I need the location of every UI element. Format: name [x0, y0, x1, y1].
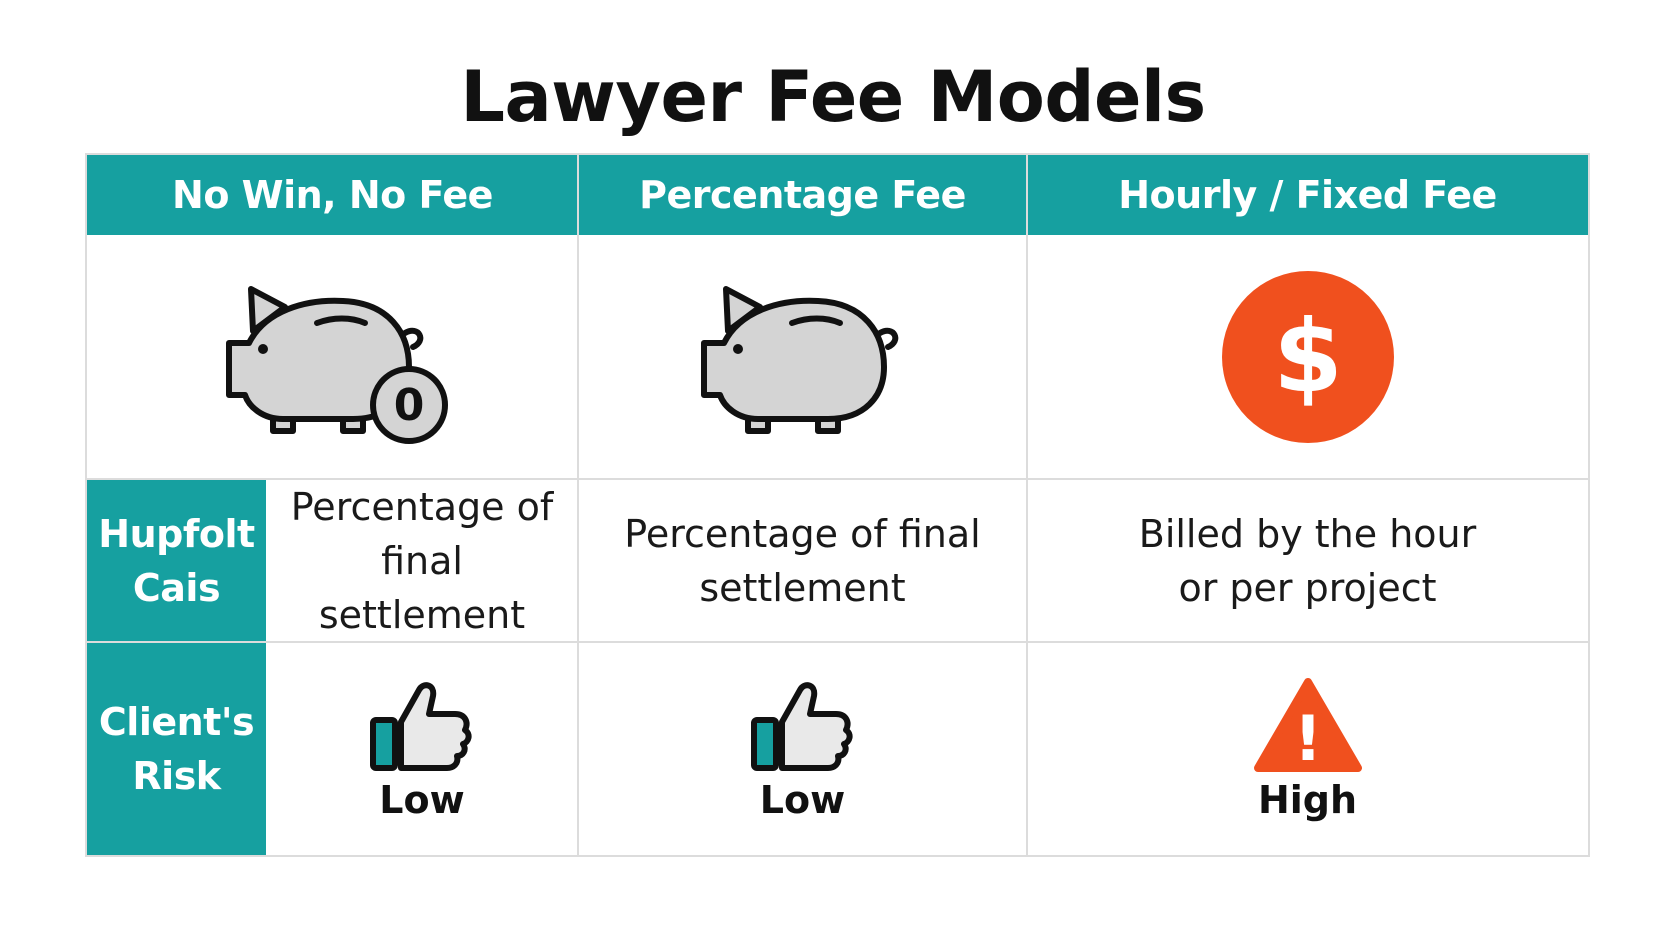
column-header-no-win-no-fee: No Win, No Fee — [87, 155, 578, 235]
row-divider — [87, 478, 1588, 480]
column-divider — [577, 155, 579, 855]
thumbs-up-icon — [370, 681, 472, 771]
risk-label-percentage-fee: Low — [759, 777, 846, 822]
page-title: Lawyer Fee Models — [460, 56, 1206, 138]
cost-no-win-no-fee: Percentage of final settlement — [290, 484, 554, 637]
column-divider — [1026, 155, 1028, 855]
icon-cell-percentage-fee — [578, 235, 1027, 479]
column-header-percentage-fee: Percentage Fee — [578, 155, 1027, 235]
piggy-bank-zero-coin-icon: 0 — [225, 286, 448, 444]
warning-symbol: ! — [1293, 702, 1321, 775]
row-divider — [87, 641, 1588, 643]
piggy-bank-icon — [700, 286, 898, 434]
row-header-risk: Client's Risk — [87, 642, 266, 855]
dollar-coin-icon: $ — [1221, 271, 1394, 443]
column-header-hourly-fixed-fee: Hourly / Fixed Fee — [1027, 155, 1588, 235]
thumbs-up-icon — [750, 681, 853, 771]
dollar-symbol: $ — [1273, 298, 1343, 415]
warning-triangle-icon: ! — [1253, 677, 1362, 775]
cost-hourly-fixed-fee: Billed by the hour or per project — [1138, 511, 1477, 610]
icon-cell-no-win-no-fee: 0 — [87, 235, 578, 479]
risk-label-hourly-fixed-fee: High — [1257, 777, 1358, 822]
risk-label-no-win-no-fee: Low — [379, 777, 465, 822]
risk-cell-hourly-fixed-fee: ! High — [1027, 642, 1588, 855]
risk-cell-no-win-no-fee: Low — [266, 642, 578, 855]
risk-cell-percentage-fee: Low — [578, 642, 1027, 855]
fee-comparison-table: No Win, No Fee Percentage Fee Hourly / F… — [85, 153, 1590, 857]
coin-zero-label: 0 — [393, 380, 424, 431]
cost-percentage-fee: Percentage of final settlement — [624, 511, 981, 610]
icon-cell-hourly-fixed-fee: $ — [1027, 235, 1588, 479]
row-header-cost: Hupfolt Cais — [87, 479, 266, 642]
